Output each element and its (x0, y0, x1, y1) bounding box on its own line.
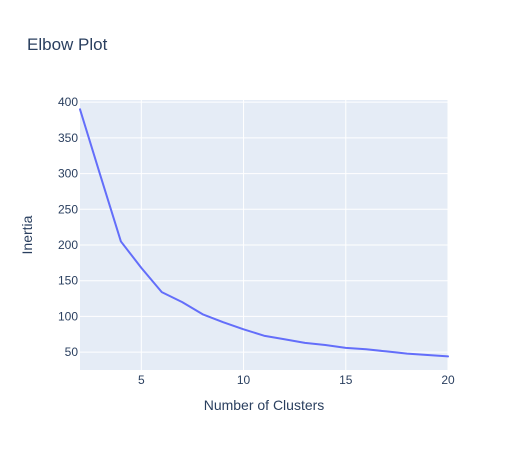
y-tick-label: 400 (58, 95, 78, 109)
gridlines (80, 100, 449, 370)
x-tick-label: 15 (339, 373, 353, 387)
plot-area (80, 100, 448, 370)
x-tick-label: 5 (138, 373, 145, 387)
y-tick-label: 350 (58, 131, 78, 145)
series-layer (79, 108, 449, 358)
y-tick-label: 200 (58, 238, 78, 252)
chart-title: Elbow Plot (27, 35, 108, 54)
y-tick-label: 100 (58, 309, 78, 323)
x-tick-label: 20 (441, 373, 455, 387)
y-tick-label: 300 (58, 167, 78, 181)
x-tick-labels: 5 10 15 20 (138, 373, 455, 387)
y-tick-labels: 50 100 150 200 250 300 350 400 (58, 95, 78, 359)
y-tick-label: 50 (65, 345, 79, 359)
series-line (79, 108, 449, 358)
y-axis-title: Inertia (19, 215, 35, 254)
x-axis-title: Number of Clusters (204, 397, 325, 413)
y-tick-label: 150 (58, 274, 78, 288)
x-tick-label: 10 (237, 373, 251, 387)
y-tick-label: 250 (58, 202, 78, 216)
